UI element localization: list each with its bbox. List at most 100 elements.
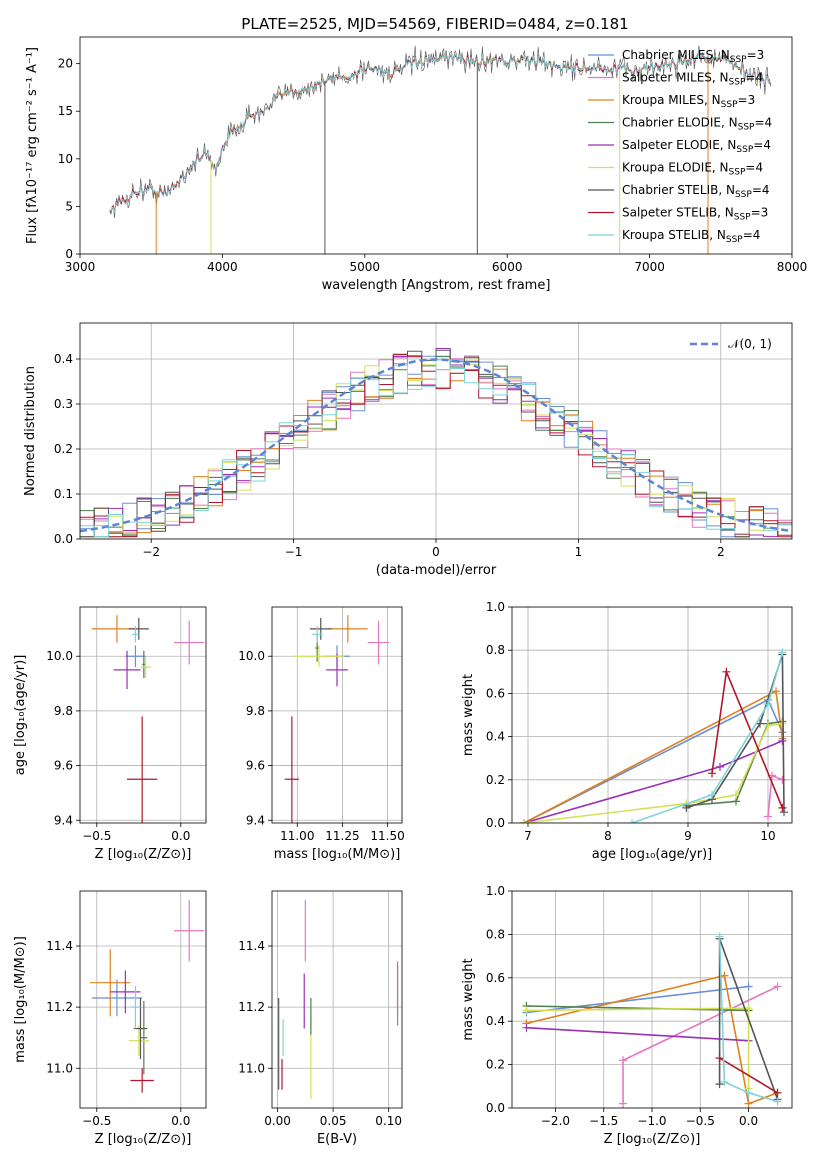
histogram-kroupa-stelib <box>80 359 792 539</box>
y-tick-label: 5 <box>65 199 73 213</box>
y-tick-label: 0.4 <box>486 1014 505 1028</box>
panel-mass-vs-Z: −0.5 0.0 11.0 11.2 11.4 Z [log₁₀(Z/Z⊙)] mass [… <box>13 890 207 1147</box>
legend-entry: Chabrier ELODIE, NSSP=4 <box>622 116 772 133</box>
y-tick-label: 0.0 <box>486 816 505 830</box>
weight-marker-kroupa-elodie <box>732 790 740 799</box>
weight-marker-kroupa-elodie <box>520 819 528 823</box>
weight-marker-salpeter-miles <box>773 982 782 991</box>
x-axis-label: Z [log₁₀(Z/Z⊙)] <box>95 1132 192 1147</box>
point-chabrier-stelib <box>128 617 149 640</box>
x-tick-label: 11.00 <box>280 829 314 843</box>
point-kroupa-miles <box>90 949 131 1017</box>
x-tick-label: 6000 <box>492 260 523 274</box>
weight-line-kroupa-stelib <box>718 936 778 1103</box>
x-tick-label: 7 <box>524 829 532 843</box>
x-tick-label: 2 <box>717 545 725 559</box>
weight-marker-salpeter-elodie <box>716 762 724 771</box>
weight-marker-kroupa-stelib <box>628 819 636 823</box>
y-tick-label: 0.2 <box>486 773 505 787</box>
point-salpeter-elodie <box>113 650 141 690</box>
weight-line-kroupa-elodie <box>526 1007 750 1089</box>
y-tick-label: 11.4 <box>46 939 73 953</box>
normal-curve <box>80 358 792 533</box>
y-tick-label: 0.0 <box>486 1101 505 1115</box>
legend-entry: Chabrier MILES, NSSP=3 <box>622 48 764 65</box>
weight-marker-chabrier-stelib <box>756 719 764 728</box>
weight-marker-salpeter-stelib <box>722 667 731 676</box>
weight-line-kroupa-stelib <box>631 652 784 823</box>
weight-marker-salpeter-stelib <box>778 803 787 812</box>
weight-marker-kroupa-stelib <box>778 648 787 657</box>
x-axis-label: Z [log₁₀(Z/Z⊙)] <box>95 847 192 862</box>
point-kroupa-elodie <box>140 656 151 679</box>
plot-area-weight-vs-age <box>512 607 792 823</box>
weight-marker-kroupa-stelib <box>764 700 772 709</box>
point-salpeter-stelib <box>127 716 158 823</box>
y-tick-label: 15 <box>58 104 73 118</box>
weight-marker-kroupa-stelib <box>773 1097 782 1106</box>
figure-title: PLATE=2525, MJD=54569, FIBERID=0484, z=0… <box>241 15 628 33</box>
point-kroupa-miles <box>327 615 368 643</box>
y-axis-label: age [log₁₀(age/yr)] <box>13 655 28 776</box>
point-salpeter-stelib <box>284 716 300 823</box>
weight-marker-kroupa-miles <box>720 971 729 980</box>
weight-marker-salpeter-miles <box>778 775 787 784</box>
x-tick-label: 3000 <box>65 260 96 274</box>
y-tick-label: 0.0 <box>54 532 73 546</box>
panel-age-vs-mass: 11.00 11.25 11.50 9.4 9.6 9.8 10.0 mass [log₁₀(… <box>238 606 405 862</box>
y-tick-label: 11.0 <box>46 1061 73 1075</box>
weight-marker-kroupa-stelib <box>708 790 716 799</box>
legend-entry: Kroupa MILES, NSSP=3 <box>622 93 755 110</box>
y-tick-label: 20 <box>58 57 73 71</box>
x-tick-label: 0.10 <box>375 1114 402 1128</box>
spectrum-line-kroupa-stelib <box>109 51 771 213</box>
x-tick-label: −1.0 <box>637 1114 666 1128</box>
weight-marker-salpeter-elodie <box>522 1023 531 1032</box>
axes-frame <box>271 890 403 1109</box>
point-salpeter-stelib <box>130 1068 154 1093</box>
weight-marker-salpeter-miles <box>619 1099 628 1108</box>
x-tick-label: 8 <box>604 829 612 843</box>
weight-marker-salpeter-elodie <box>778 736 787 745</box>
weight-marker-salpeter-miles <box>619 1056 628 1065</box>
weight-marker-kroupa-elodie <box>522 1006 531 1015</box>
legend-entry: Kroupa ELODIE, NSSP=4 <box>622 161 763 178</box>
y-tick-label: 9.8 <box>246 704 265 718</box>
legend-entry: Chabrier STELIB, NSSP=4 <box>622 183 770 200</box>
panel-mass-vs-EBV: 0.00 0.05 0.10 11.0 11.2 11.4 E(B-V) <box>238 890 403 1147</box>
x-tick-label: 0.0 <box>739 1114 758 1128</box>
panel-age-vs-Z: −0.5 0.0 9.4 9.6 9.8 10.0 Z [log₁₀(Z/Z⊙)] age [… <box>13 606 207 862</box>
legend-entry: Salpeter ELODIE, NSSP=4 <box>622 138 771 155</box>
legend-entry: 𝒩(0, 1) <box>728 337 772 351</box>
y-axis-label: mass weight <box>461 674 476 756</box>
x-tick-label: 10 <box>760 829 775 843</box>
x-axis-label: age [log₁₀(age/yr)] <box>592 847 713 862</box>
axes-frame <box>79 606 207 824</box>
legend-entry: Salpeter MILES, NSSP=4 <box>622 71 763 88</box>
y-tick-label: 0.4 <box>486 730 505 744</box>
point-kroupa-elodie <box>128 1025 149 1057</box>
point-kroupa-stelib <box>132 626 139 643</box>
weight-marker-chabrier-stelib <box>780 808 788 817</box>
y-tick-label: 11.0 <box>238 1061 265 1075</box>
weight-marker-kroupa-elodie <box>744 1004 753 1013</box>
y-axis-label: Flux [fλ10⁻¹⁷ erg cm⁻² s⁻¹ A⁻¹] <box>25 47 40 244</box>
x-tick-label: 11.25 <box>325 829 359 843</box>
x-tick-label: 8000 <box>777 260 808 274</box>
x-tick-label: −1 <box>285 545 303 559</box>
weight-marker-chabrier-miles <box>744 982 753 991</box>
point-chabrier-stelib <box>309 617 332 640</box>
weight-marker-chabrier-stelib <box>682 803 691 812</box>
y-tick-label: 10.0 <box>238 649 265 663</box>
plot-area-age-vs-mass <box>272 607 402 823</box>
x-tick-label: 7000 <box>634 260 665 274</box>
axes-frame <box>271 606 403 824</box>
axes-frame <box>511 606 793 824</box>
weight-marker-salpeter-stelib <box>715 1054 724 1063</box>
y-tick-label: 11.2 <box>46 1000 73 1014</box>
weight-marker-kroupa-stelib <box>715 932 724 941</box>
weight-marker-kroupa-elodie <box>764 721 772 730</box>
y-tick-label: 9.6 <box>246 759 265 773</box>
plot-area-weight-vs-Z <box>512 891 792 1108</box>
